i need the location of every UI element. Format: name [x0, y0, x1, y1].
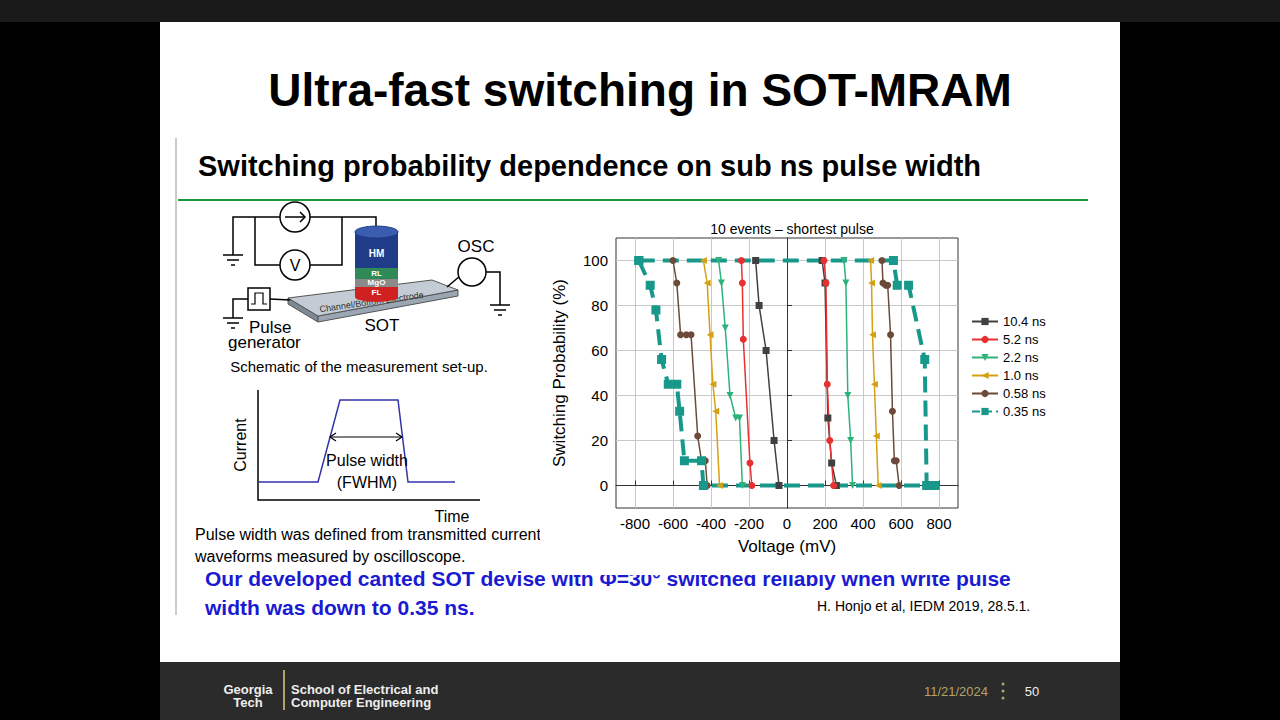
svg-text:60: 60: [591, 342, 608, 359]
svg-text:Schematic of the measurement s: Schematic of the measurement set-up.: [230, 358, 488, 375]
svg-text:School of Electrical and: School of Electrical and: [291, 682, 439, 697]
svg-text:50: 50: [1025, 684, 1039, 699]
svg-text:80: 80: [591, 297, 608, 314]
html-text:H. Honjo et al, IEDM 2019, 28.: H. Honjo et al, IEDM 2019, 28.5.1.: [817, 598, 1031, 614]
svg-text:RL: RL: [371, 269, 382, 278]
svg-text:-400: -400: [696, 515, 726, 532]
svg-text:V: V: [290, 257, 301, 274]
svg-text:Pulse width: Pulse width: [326, 452, 408, 469]
svg-text:(FWHM): (FWHM): [337, 474, 397, 491]
svg-text:-200: -200: [734, 515, 764, 532]
svg-text:Voltage (mV): Voltage (mV): [738, 537, 836, 556]
svg-text:20: 20: [591, 432, 608, 449]
svg-text:200: 200: [812, 515, 837, 532]
svg-text:40: 40: [591, 387, 608, 404]
html-text:Ultra-fast switching in SOT-MR: Ultra-fast switching in SOT-MRAM: [268, 64, 1012, 116]
svg-text:10.4 ns: 10.4 ns: [1003, 314, 1046, 329]
svg-text:0.35 ns: 0.35 ns: [1003, 404, 1046, 419]
svg-text:5.2 ns: 5.2 ns: [1003, 332, 1039, 347]
svg-text:0: 0: [783, 515, 791, 532]
svg-text:10 events – shortest pulse: 10 events – shortest pulse: [710, 221, 874, 237]
html-text:Switching probability dependen: Switching probability dependence on sub …: [198, 150, 982, 182]
svg-text:MgO: MgO: [368, 278, 386, 287]
svg-text:100: 100: [583, 252, 608, 269]
svg-text:FL: FL: [372, 288, 382, 297]
svg-text:Current: Current: [232, 418, 249, 472]
svg-text:11/21/2024: 11/21/2024: [924, 684, 988, 699]
html-text:Pulse width was defined from t: Pulse width was defined from transmitted…: [195, 526, 541, 565]
svg-text:Computer Engineering: Computer Engineering: [291, 695, 431, 710]
svg-text:0.58 ns: 0.58 ns: [1003, 386, 1046, 401]
svg-text:0: 0: [600, 477, 608, 494]
svg-text:SOT: SOT: [365, 316, 400, 335]
svg-text:-600: -600: [658, 515, 688, 532]
svg-text:2.2 ns: 2.2 ns: [1003, 350, 1039, 365]
svg-text:Pulse: Pulse: [249, 318, 292, 337]
svg-text:Channel/Bottom Electrode: Channel/Bottom Electrode: [318, 289, 425, 315]
svg-text:-800: -800: [620, 515, 650, 532]
html-text:Our developed canted SOT devis: Our developed canted SOT devise with Φ=3…: [205, 567, 1011, 619]
svg-text:Time: Time: [435, 508, 470, 525]
svg-text:OSC: OSC: [458, 237, 495, 256]
svg-text:Georgia: Georgia: [223, 682, 273, 697]
svg-text:400: 400: [850, 515, 875, 532]
svg-text:800: 800: [926, 515, 951, 532]
svg-text:HM: HM: [369, 248, 385, 259]
svg-text:600: 600: [888, 515, 913, 532]
svg-text:generator: generator: [228, 333, 301, 352]
svg-text:Tech: Tech: [233, 695, 262, 710]
svg-text:Switching Probability (%): Switching Probability (%): [550, 279, 569, 467]
svg-text:1.0 ns: 1.0 ns: [1003, 368, 1039, 383]
